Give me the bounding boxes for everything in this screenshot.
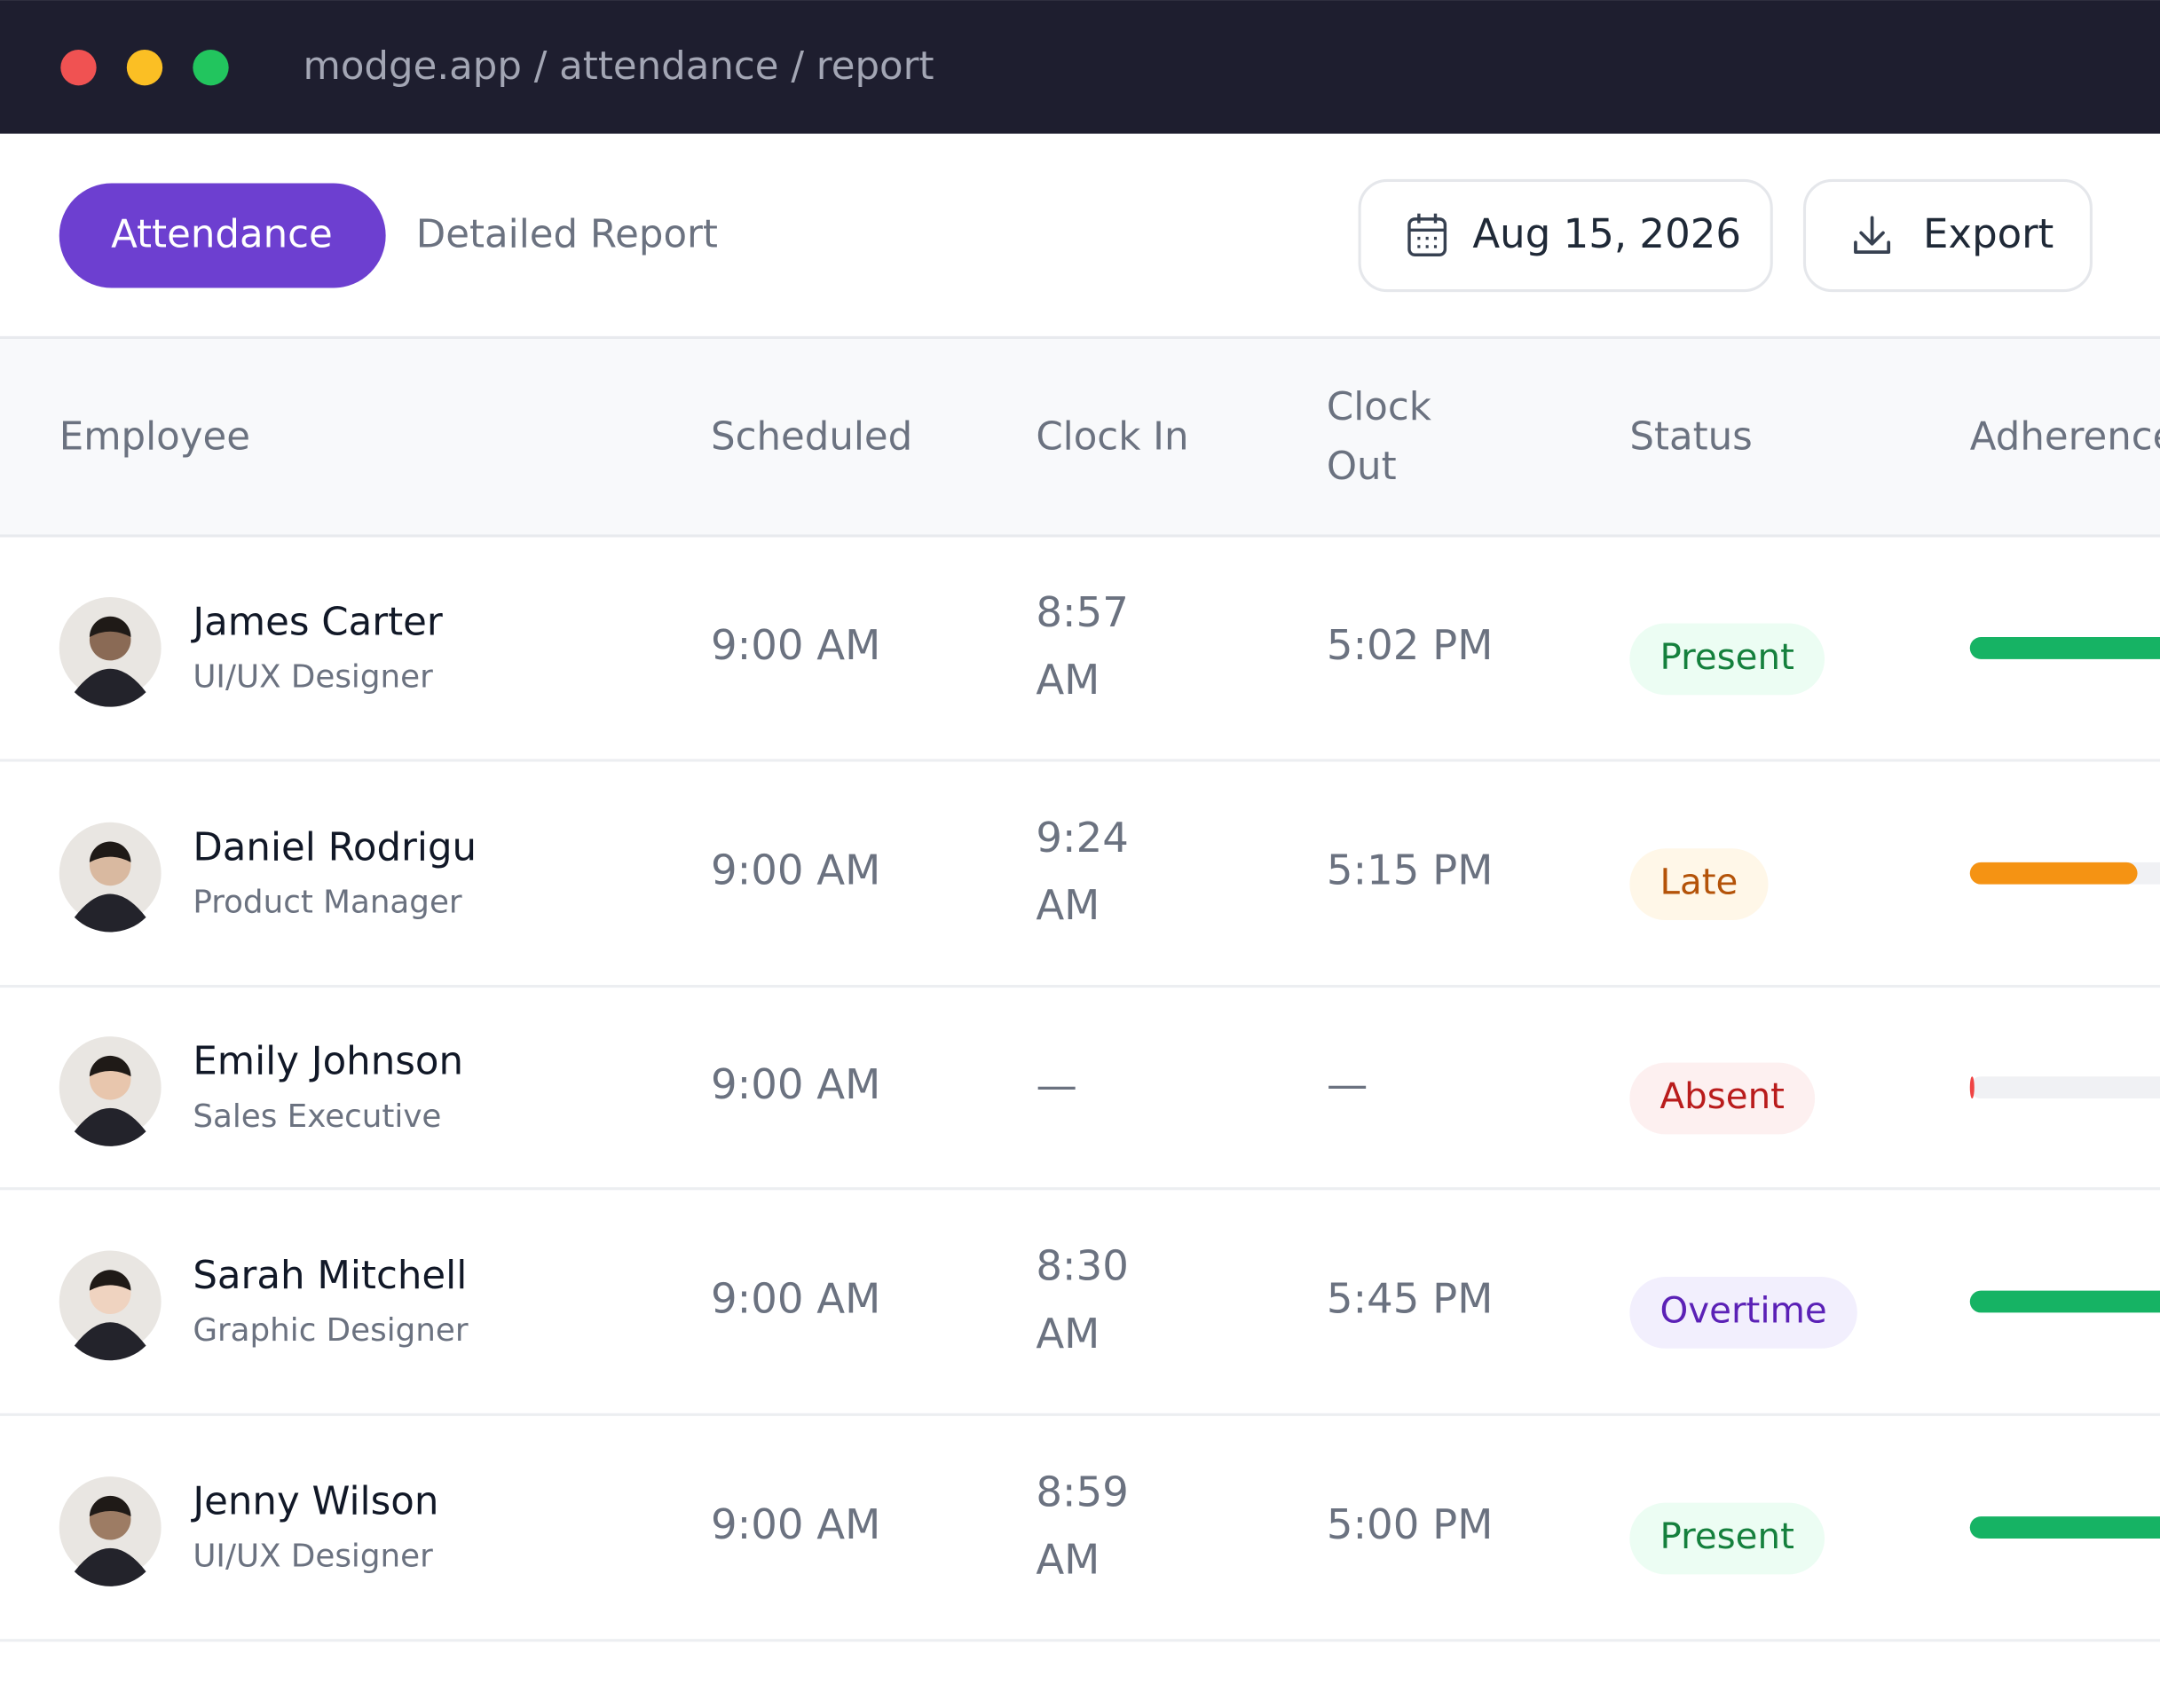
employee-role: Sales Executive	[193, 1098, 441, 1135]
avatar-hair	[89, 841, 131, 862]
employee-role: UI/UX Designer	[193, 659, 433, 696]
table-header	[0, 337, 2160, 536]
adherence-bar	[1969, 1076, 1975, 1099]
column-header: Adherence	[1970, 415, 2160, 460]
clock-out-time: 5:45 PM	[1327, 1274, 1494, 1322]
avatar-hair	[89, 1055, 131, 1077]
adherence-bar	[1969, 862, 2138, 885]
tab-label[interactable]: Attendance	[111, 213, 333, 257]
close-dot[interactable]	[60, 49, 97, 86]
clock-in-time: 9:24 AM	[1036, 813, 1141, 928]
avatar	[59, 1036, 162, 1146]
employee-role: Product Manager	[193, 884, 462, 920]
title-bar	[0, 0, 2160, 134]
avatar-body	[74, 893, 146, 933]
avatar-body	[74, 1547, 146, 1586]
employee-name: Sarah Mitchell	[193, 1254, 467, 1298]
scheduled-time: 9:00 AM	[711, 846, 880, 894]
avatar-body	[74, 1107, 146, 1146]
clock-in-time: 8:57 AM	[1036, 588, 1141, 704]
export-button[interactable]	[1802, 178, 2093, 293]
column-header: Clock Out	[1327, 385, 1444, 489]
clock-in-time: 8:59 AM	[1036, 1468, 1141, 1583]
adherence-track	[1969, 1076, 2160, 1099]
minimize-dot[interactable]	[126, 49, 163, 86]
employee-role: UI/UX Designer	[193, 1539, 433, 1575]
status-badge	[1629, 1062, 1816, 1135]
avatar-hair	[89, 1270, 131, 1291]
employee-name: Daniel Rodrigu	[193, 825, 477, 870]
column-header: Employee	[59, 415, 250, 460]
status-badge	[1629, 1502, 1825, 1575]
adherence-bar	[1969, 1290, 2160, 1313]
avatar-hair	[89, 616, 131, 638]
employee-role: Graphic Designer	[193, 1312, 469, 1349]
clock-out-time: —	[1327, 1060, 1368, 1108]
adherence-bar	[1969, 637, 2160, 659]
status-label: Overtime	[1660, 1289, 1827, 1331]
avatar-hair	[89, 1495, 131, 1517]
maximize-dot[interactable]	[193, 49, 229, 86]
adherence-bar	[1969, 1516, 2160, 1539]
scheduled-time: 9:00 AM	[711, 1060, 880, 1108]
avatar	[59, 596, 162, 707]
clock-in-time: 8:30 AM	[1036, 1241, 1141, 1357]
status-label: Late	[1660, 862, 1738, 903]
avatar	[59, 822, 162, 933]
scheduled-time: 9:00 AM	[711, 1500, 880, 1548]
status-badge	[1629, 848, 1769, 921]
status-label: Absent	[1660, 1075, 1785, 1117]
employee-name: Jenny Wilson	[190, 1480, 438, 1524]
clock-out-time: 5:00 PM	[1327, 1500, 1494, 1548]
date-label[interactable]: Aug 15, 2026	[1472, 210, 1741, 257]
url: modge.app / attendance / report	[304, 44, 934, 89]
column-header: Status	[1629, 415, 1752, 460]
tab-label[interactable]: Detailed Report	[416, 213, 718, 257]
column-header: Clock In	[1036, 415, 1188, 460]
clock-out-time: 5:15 PM	[1327, 846, 1494, 894]
employee-name: James Carter	[190, 601, 443, 645]
clock-out-time: 5:02 PM	[1327, 621, 1494, 669]
avatar-body	[74, 1322, 146, 1361]
clock-in-time: —	[1036, 1061, 1077, 1109]
scheduled-time: 9:00 AM	[711, 621, 880, 669]
calendar-icon	[1407, 213, 1447, 256]
status-label: Present	[1660, 636, 1794, 678]
avatar	[59, 1250, 162, 1361]
employee-name: Emily Johnson	[193, 1040, 463, 1084]
tab-active[interactable]	[59, 183, 386, 288]
status-label: Present	[1660, 1515, 1794, 1557]
status-badge	[1629, 1277, 1857, 1349]
avatar	[59, 1476, 162, 1586]
export-label[interactable]: Export	[1923, 210, 2054, 257]
download-icon	[1854, 216, 1891, 255]
date-button[interactable]	[1358, 178, 1773, 293]
column-header: Scheduled	[711, 415, 912, 460]
avatar-body	[74, 668, 146, 707]
status-badge	[1629, 623, 1825, 696]
scheduled-time: 9:00 AM	[711, 1274, 880, 1322]
